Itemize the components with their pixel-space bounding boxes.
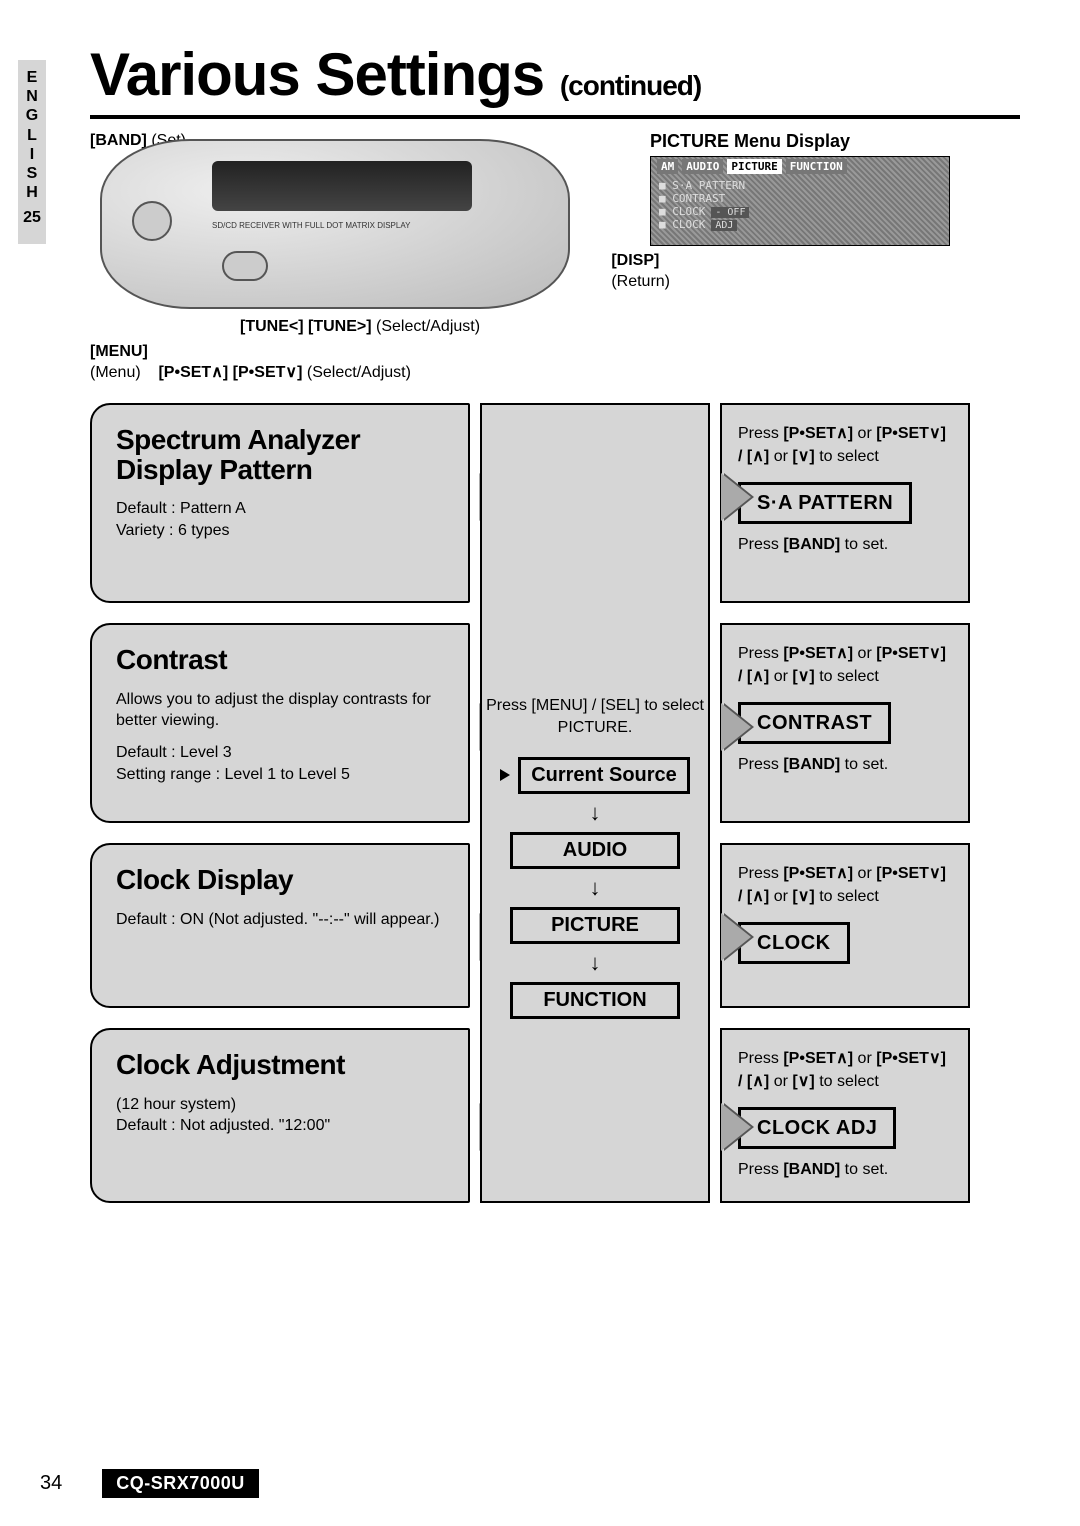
rcard-clockadj: Press [P•SET∧] or [P•SET∨] / [∧] or [∨] …	[720, 1028, 970, 1203]
small-arrow-icon	[500, 769, 510, 781]
label-pset: [P•SET∧] [P•SET∨]	[158, 364, 302, 381]
card-line: Default : Level 3	[116, 742, 448, 764]
card-line: Setting range : Level 1 to Level 5	[116, 764, 448, 786]
title-main: Various Settings	[90, 41, 544, 108]
mid-box-current: Current Source	[518, 757, 690, 794]
card-line: Default : Pattern A	[116, 498, 448, 520]
title-cont: (continued)	[560, 70, 701, 101]
picture-menu-title: PICTURE Menu Display	[650, 131, 950, 152]
card-title: Clock Display	[116, 865, 448, 894]
footer: 34 CQ-SRX7000U	[40, 1469, 259, 1498]
pm-item: CONTRAST	[672, 192, 725, 205]
rcard-contrast: Press [P•SET∧] or [P•SET∨] / [∧] or [∨] …	[720, 623, 970, 823]
arrow-down-icon: ↓	[590, 802, 601, 824]
picture-menu-box: AM AUDIO PICTURE FUNCTION S·A PATTERN CO…	[650, 156, 950, 246]
label-tune-note: (Select/Adjust)	[376, 318, 480, 335]
pm-item: CLOCK	[672, 218, 705, 231]
mid-box-picture: PICTURE	[510, 907, 680, 944]
device-illustration: SD/CD RECEIVER WITH FULL DOT MATRIX DISP…	[100, 139, 570, 309]
rcard-sapattern: Press [P•SET∧] or [P•SET∨] / [∧] or [∨] …	[720, 403, 970, 603]
press-line: Press [P•SET∧] or [P•SET∨] / [∧] or [∨] …	[738, 1048, 952, 1093]
card-title: Spectrum Analyzer Display Pattern	[116, 425, 448, 484]
arrow-icon	[724, 473, 754, 521]
pm-item: CLOCK	[672, 205, 705, 218]
card-clock-adjustment: Clock Adjustment (12 hour system) Defaul…	[90, 1028, 470, 1203]
label-band: [BAND]	[90, 132, 147, 149]
label-disp: [DISP]	[611, 251, 670, 272]
card-contrast: Contrast Allows you to adjust the displa…	[90, 623, 470, 823]
set-line: Press [BAND] to set.	[738, 1159, 952, 1181]
arrow-icon	[724, 703, 754, 751]
press-line: Press [P•SET∧] or [P•SET∨] / [∧] or [∨] …	[738, 643, 952, 688]
picture-menu-display: PICTURE Menu Display AM AUDIO PICTURE FU…	[650, 131, 950, 383]
press-line: Press [P•SET∧] or [P•SET∨] / [∧] or [∨] …	[738, 863, 952, 908]
pm-val: ADJ	[711, 220, 737, 231]
boxed-sapattern: S·A PATTERN	[738, 482, 912, 524]
boxed-contrast: CONTRAST	[738, 702, 891, 744]
label-pset-note: (Select/Adjust)	[307, 364, 411, 381]
label-menu-note: (Menu)	[90, 364, 141, 381]
set-line: Press [BAND] to set.	[738, 754, 952, 776]
press-line: Press [P•SET∧] or [P•SET∨] / [∧] or [∨] …	[738, 423, 952, 468]
card-title: Contrast	[116, 645, 448, 674]
pm-item: S·A PATTERN	[672, 179, 745, 192]
language-tab: ENGLISH 25	[18, 60, 46, 244]
arrow-icon	[724, 1103, 754, 1151]
footer-model: CQ-SRX7000U	[102, 1469, 259, 1498]
mid-instruction: Press [MENU] / [SEL] to select PICTURE.	[482, 695, 708, 738]
arrow-down-icon: ↓	[590, 952, 601, 974]
set-line: Press [BAND] to set.	[738, 534, 952, 556]
card-line: Default : Not adjusted. "12:00"	[116, 1115, 448, 1137]
card-clock-display: Clock Display Default : ON (Not adjusted…	[90, 843, 470, 1008]
mid-box-function: FUNCTION	[510, 982, 680, 1019]
page-title: Various Settings (continued)	[90, 40, 1020, 109]
tab-audio: AUDIO	[682, 159, 723, 174]
card-spectrum: Spectrum Analyzer Display Pattern Defaul…	[90, 403, 470, 603]
card-line: Allows you to adjust the display contras…	[116, 689, 448, 732]
arrow-icon	[724, 913, 754, 961]
tab-am: AM	[657, 159, 678, 174]
footer-page: 34	[40, 1472, 62, 1495]
picture-menu-tabs: AM AUDIO PICTURE FUNCTION	[657, 159, 847, 174]
label-disp-note: (Return)	[611, 272, 670, 293]
device-diagram: [BAND] (Set) SD/CD RECEIVER WITH FULL DO…	[90, 131, 610, 383]
mid-flow: Press [MENU] / [SEL] to select PICTURE. …	[480, 403, 710, 1203]
card-title: Clock Adjustment	[116, 1050, 448, 1079]
lang-vert: ENGLISH	[18, 68, 46, 202]
boxed-clock: CLOCK	[738, 922, 850, 964]
card-line: Variety : 6 types	[116, 520, 448, 542]
arrow-down-icon: ↓	[590, 877, 601, 899]
boxed-clockadj: CLOCK ADJ	[738, 1107, 896, 1149]
tab-picture: PICTURE	[727, 159, 781, 174]
picture-menu-list: S·A PATTERN CONTRAST CLOCK - OFF CLOCK ADJ	[659, 179, 749, 231]
rcard-clock: Press [P•SET∧] or [P•SET∨] / [∧] or [∨] …	[720, 843, 970, 1008]
card-line: Default : ON (Not adjusted. "--:--" will…	[116, 909, 448, 931]
mid-box-audio: AUDIO	[510, 832, 680, 869]
card-line: (12 hour system)	[116, 1094, 448, 1116]
tab-function: FUNCTION	[786, 159, 847, 174]
pm-val: - OFF	[711, 207, 749, 218]
side-page: 25	[18, 208, 46, 227]
title-rule	[90, 115, 1020, 119]
label-tune: [TUNE<] [TUNE>]	[240, 318, 372, 335]
label-menu: [MENU]	[90, 343, 148, 360]
